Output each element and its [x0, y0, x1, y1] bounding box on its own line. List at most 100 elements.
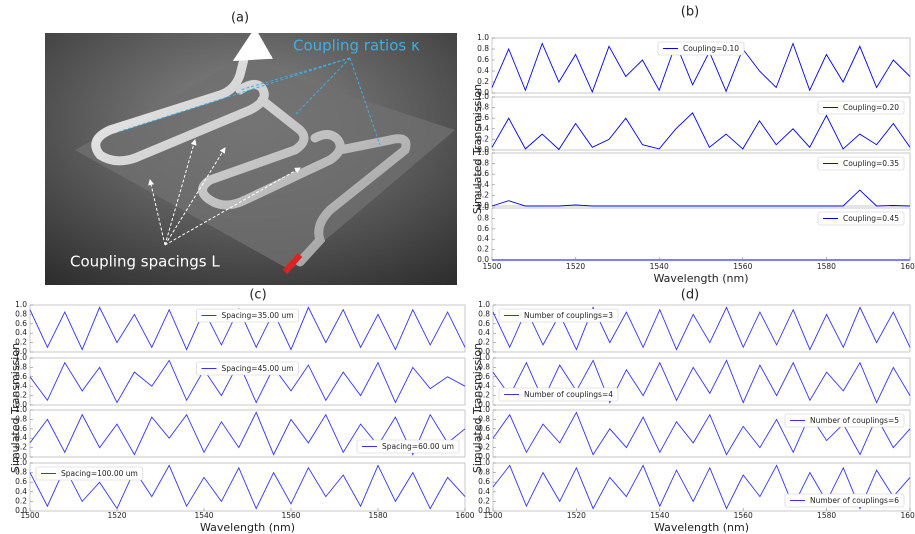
x-tick-label: 1600	[455, 511, 474, 520]
y-tick-label: 0.4	[478, 487, 490, 496]
y-tick-label: 0.6	[477, 224, 489, 233]
y-tick-label: 1.0	[478, 458, 490, 467]
y-tick-label: 0.2	[15, 443, 27, 452]
panel: (b)0.00.20.40.60.81.0Coupling=0.100.00.2…	[471, 5, 915, 286]
trace	[29, 411, 466, 456]
y-tick-label: 1.0	[478, 353, 490, 362]
waveguide	[91, 50, 411, 267]
trace	[29, 306, 466, 351]
y-tick-label: 0.4	[477, 124, 489, 133]
legend-box	[784, 413, 905, 428]
subplot: 0.0 0.2 0.4 0.6 0.8 1.0 Coupling=0.10	[477, 33, 911, 97]
x-axis-label: Wavelength (nm)	[654, 521, 749, 534]
legend: Coupling=0.20	[817, 100, 905, 115]
legend-label: Coupling=0.20	[843, 103, 899, 112]
y-tick-label: 1.0	[477, 33, 489, 42]
x-tick-label: 1560	[733, 262, 752, 271]
y-tick-label: 0.2	[478, 391, 490, 400]
y-tick-label: 0.2	[15, 496, 27, 505]
y-tick-label: 0.8	[477, 44, 489, 53]
y-tick-label: 0.0	[15, 400, 27, 409]
y-tick-label: 0.8	[15, 362, 27, 371]
y-tick-label: 0.4	[15, 328, 27, 337]
legend: Coupling=0.10	[657, 41, 745, 56]
y-tick-label: 0.6	[478, 319, 490, 328]
subplot: 0.0 0.20.4 0.60.8 1.0 Coupling=0.35	[477, 148, 911, 210]
legend-label: Coupling=0.10	[683, 44, 739, 53]
y-axis-label: Simulated Transmission	[471, 84, 484, 214]
legend-label: Number of couplings=6	[810, 496, 899, 505]
legend: Spacing=100.00 um	[35, 466, 144, 481]
y-tick-label: 0.0	[478, 400, 490, 409]
y-axis-label: Simulated Transmission	[471, 343, 484, 473]
y-tick-label: 0.2	[478, 443, 490, 452]
legend-label: Coupling=0.45	[843, 214, 899, 223]
y-tick-label: 0.0	[15, 347, 27, 356]
x-tick-label: 1560	[734, 511, 753, 520]
trace	[491, 42, 911, 94]
legend-label: Coupling=0.35	[843, 159, 899, 168]
y-tick-label: 0.2	[477, 190, 489, 199]
panel-label: (a)	[231, 11, 249, 26]
y-tick-label: 0.6	[478, 477, 490, 486]
legend-label: Spacing=100.00 um	[61, 469, 138, 478]
legend-box	[498, 308, 619, 323]
y-tick-label: 0.4	[15, 487, 27, 496]
y-tick-label: 0.8	[15, 468, 27, 477]
y-tick-label: 0.2	[477, 77, 489, 86]
legend-label: Spacing=60.00 um	[382, 442, 454, 451]
y-tick-label: 0.8	[15, 414, 27, 423]
y-tick-label: 0.8	[478, 309, 490, 318]
trace	[491, 189, 911, 207]
y-tick-label: 0.0	[478, 452, 490, 461]
y-tick-label: 0.6	[15, 372, 27, 381]
y-tick-label: 1.0	[15, 353, 27, 362]
x-tick-label: 1520	[107, 511, 126, 520]
x-tick-label: 1560	[281, 511, 300, 520]
legend: Coupling=0.35	[817, 156, 905, 171]
y-tick-label: 1.0	[477, 148, 489, 157]
x-tick-label: 1540	[650, 262, 669, 271]
y-tick-label: 0.2	[477, 134, 489, 143]
legend-label: Spacing=35.00 um	[221, 311, 293, 320]
legend: Number of couplings=6	[784, 493, 905, 508]
panel-label: (b)	[681, 5, 699, 20]
y-tick-label: 0.0	[15, 452, 27, 461]
x-tick-label: 1500	[20, 511, 39, 520]
x-axis-label: Wavelength (nm)	[653, 272, 748, 285]
x-tick-label: 1520	[567, 511, 586, 520]
panel-label: (d)	[681, 288, 699, 303]
subplot: 0.00.20.40.60.81.0 Spacing=100.00 um	[15, 458, 466, 515]
y-tick-label: 0.0	[477, 88, 489, 97]
y-tick-label: 0.8	[478, 468, 490, 477]
input-arrow	[232, 27, 273, 61]
x-tick-label: 1520	[566, 262, 585, 271]
y-tick-label: 0.8	[478, 362, 490, 371]
y-tick-label: 0.2	[477, 245, 489, 254]
y-tick-label: 0.6	[477, 169, 489, 178]
legend-box	[817, 211, 905, 226]
subplot: 0.00.20.40.60.81.0 Number of couplings=4	[478, 353, 911, 409]
subplot: 0.00.20.40.60.81.0 Spacing=60.00 um	[15, 405, 466, 461]
legend: Coupling=0.45	[817, 211, 905, 226]
y-tick-label: 1.0	[477, 203, 489, 212]
legend-box	[817, 156, 905, 171]
y-tick-label: 0.8	[477, 159, 489, 168]
y-tick-label: 0.8	[477, 103, 489, 112]
panel-label: (c)	[249, 288, 266, 303]
x-tick-label: 1600	[900, 511, 915, 520]
x-tick-label: 1600	[900, 262, 915, 271]
y-tick-label: 0.4	[478, 381, 490, 390]
x-tick-label: 1580	[817, 511, 836, 520]
annotation: Coupling spacings L	[70, 253, 220, 271]
y-tick-label: 0.4	[477, 234, 489, 243]
y-axis-label: Simulated Transmission	[9, 343, 22, 473]
y-tick-label: 0.6	[478, 372, 490, 381]
y-tick-label: 0.6	[15, 319, 27, 328]
y-tick-label: 0.0	[477, 201, 489, 210]
y-tick-label: 0.4	[477, 66, 489, 75]
y-tick-label: 0.2	[15, 338, 27, 347]
y-tick-label: 0.4	[15, 381, 27, 390]
